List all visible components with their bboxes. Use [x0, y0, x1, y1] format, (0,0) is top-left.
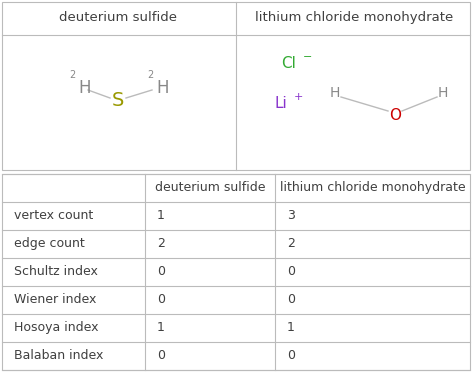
Text: 3: 3 [287, 209, 295, 223]
Text: 0: 0 [287, 293, 295, 307]
Text: H: H [156, 79, 169, 97]
Text: H: H [330, 86, 340, 100]
Text: deuterium sulfide: deuterium sulfide [155, 181, 265, 195]
Text: Hosoya index: Hosoya index [14, 322, 99, 335]
Text: 1: 1 [157, 209, 165, 223]
Text: H: H [438, 86, 448, 100]
Text: Schultz index: Schultz index [14, 265, 98, 279]
Text: +: + [294, 92, 303, 102]
Text: 0: 0 [157, 350, 165, 363]
Text: S: S [112, 90, 124, 110]
Text: 0: 0 [157, 265, 165, 279]
Text: Wiener index: Wiener index [14, 293, 96, 307]
Text: 2: 2 [70, 70, 76, 80]
Text: 2: 2 [157, 237, 165, 251]
Text: edge count: edge count [14, 237, 85, 251]
Text: Li: Li [274, 96, 287, 110]
Text: 0: 0 [287, 350, 295, 363]
Text: Balaban index: Balaban index [14, 350, 103, 363]
Text: 2: 2 [148, 70, 154, 80]
Text: lithium chloride monohydrate: lithium chloride monohydrate [255, 11, 453, 24]
Text: O: O [389, 107, 401, 122]
Text: lithium chloride monohydrate: lithium chloride monohydrate [280, 181, 465, 195]
Text: H: H [78, 79, 91, 97]
Text: Cl: Cl [281, 56, 296, 71]
Text: −: − [303, 52, 312, 62]
Text: 1: 1 [157, 322, 165, 335]
Text: 0: 0 [287, 265, 295, 279]
Text: 2: 2 [287, 237, 295, 251]
Text: 0: 0 [157, 293, 165, 307]
Text: 1: 1 [287, 322, 295, 335]
Text: vertex count: vertex count [14, 209, 93, 223]
Text: deuterium sulfide: deuterium sulfide [59, 11, 177, 24]
